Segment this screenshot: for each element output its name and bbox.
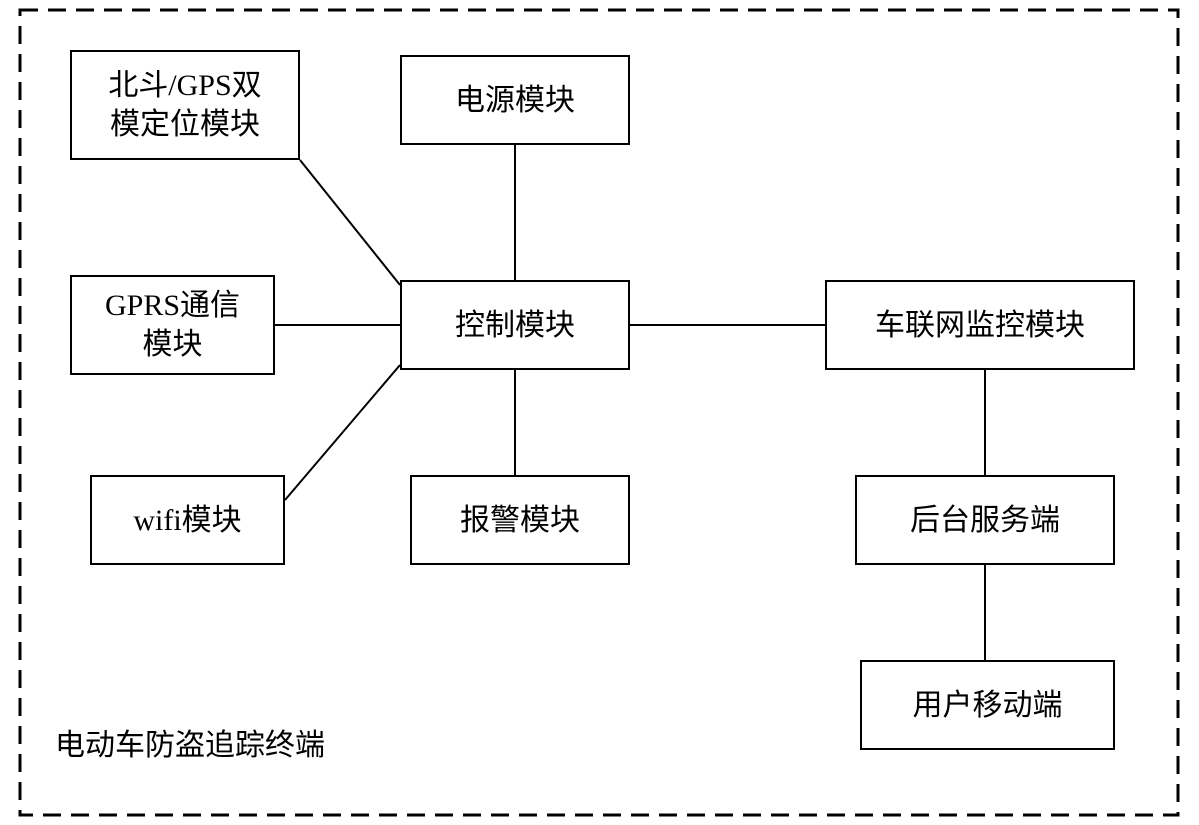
node-beidou-gps: 北斗/GPS双模定位模块: [70, 50, 300, 160]
node-wifi: wifi模块: [90, 475, 285, 565]
node-control: 控制模块: [400, 280, 630, 370]
anti-theft-tracking-diagram: 北斗/GPS双模定位模块 电源模块 GPRS通信模块 控制模块 车联网监控模块 …: [0, 0, 1199, 825]
connector-lines: [275, 145, 985, 660]
diagram-caption: 电动车防盗追踪终端: [55, 720, 455, 770]
node-power: 电源模块: [400, 55, 630, 145]
node-iov: 车联网监控模块: [825, 280, 1135, 370]
node-alarm: 报警模块: [410, 475, 630, 565]
node-backend: 后台服务端: [855, 475, 1115, 565]
node-gprs: GPRS通信模块: [70, 275, 275, 375]
node-usermobile: 用户移动端: [860, 660, 1115, 750]
